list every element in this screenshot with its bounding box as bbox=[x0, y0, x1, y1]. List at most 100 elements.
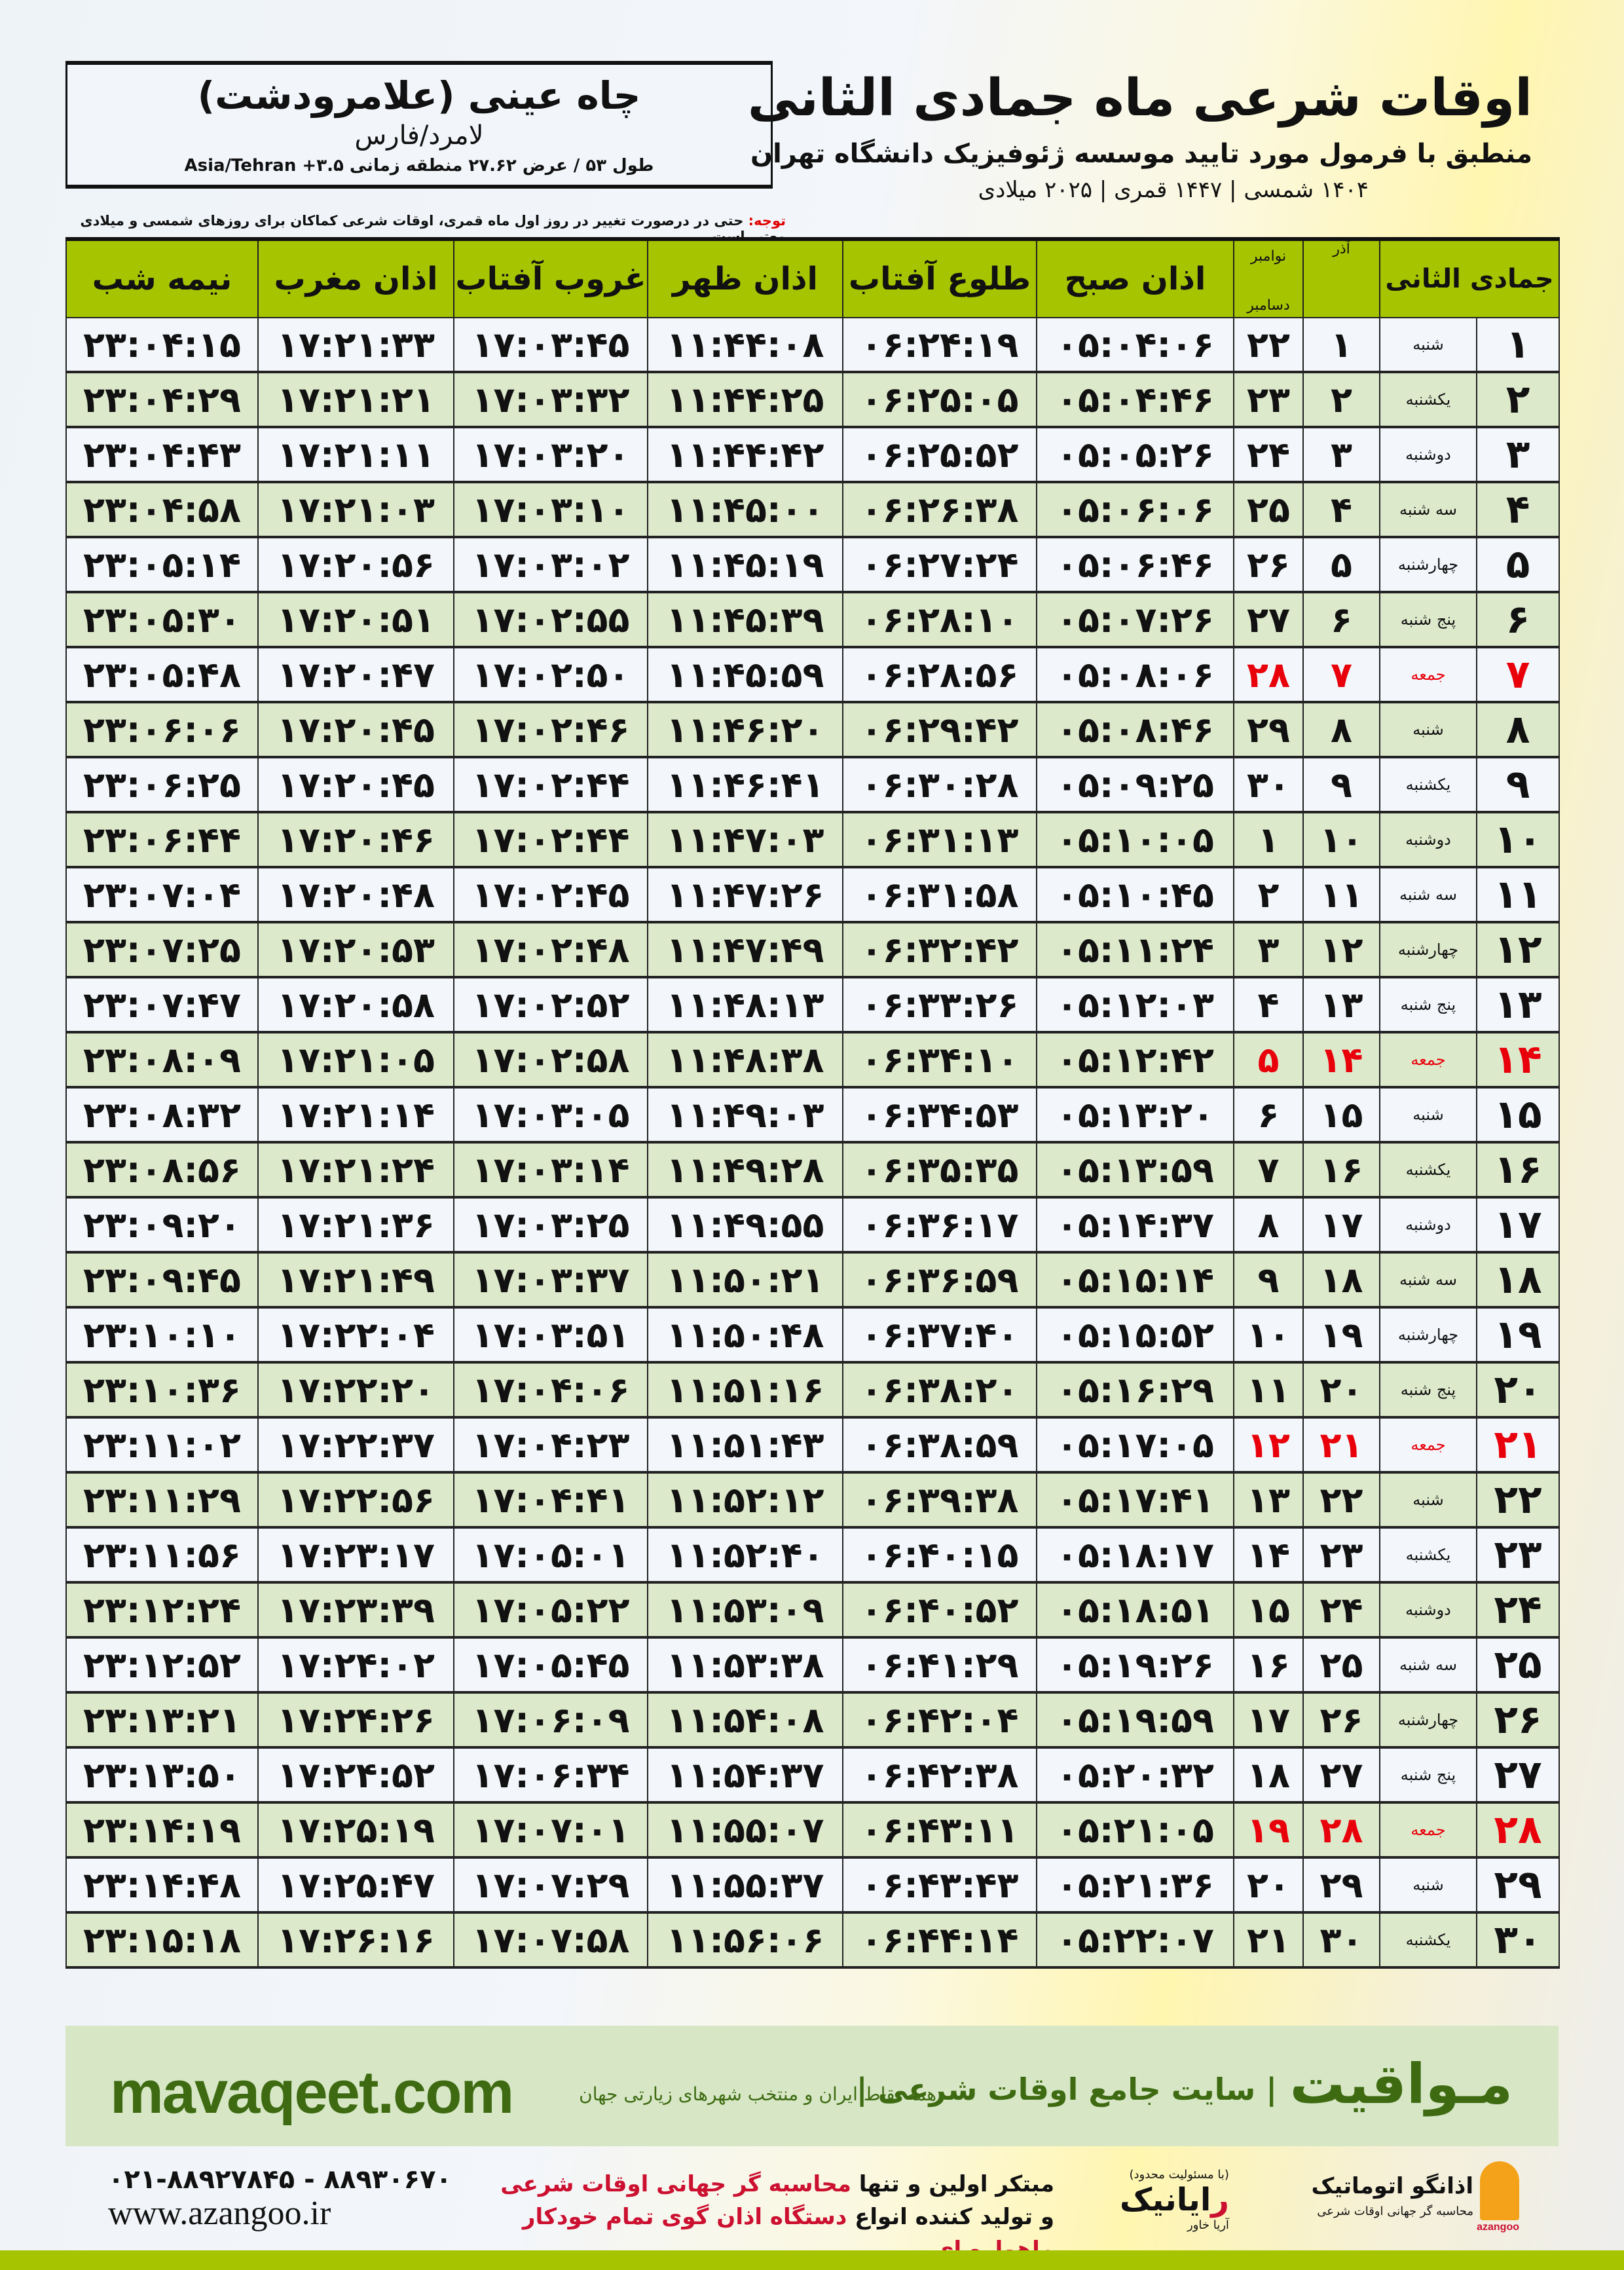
mavaqeet-url[interactable]: mavaqeet.com bbox=[110, 2059, 514, 2126]
cell-greg: ۱۵ bbox=[1233, 1582, 1304, 1639]
cell-sunset: ۱۷:۰۳:۴۵ bbox=[453, 317, 648, 373]
cell-weekday: دوشنبه bbox=[1379, 1582, 1477, 1639]
cell-azar: ۴ bbox=[1302, 481, 1380, 538]
cell-dhuhr: ۱۱:۴۹:۰۳ bbox=[647, 1087, 843, 1144]
cell-dhuhr: ۱۱:۴۸:۱۳ bbox=[647, 977, 843, 1033]
cell-fajr: ۰۵:۱۹:۵۹ bbox=[1036, 1692, 1234, 1749]
cell-day: ۷ bbox=[1476, 646, 1560, 703]
cell-greg: ۹ bbox=[1233, 1252, 1304, 1309]
cell-dhuhr: ۱۱:۴۷:۲۶ bbox=[647, 866, 843, 923]
cell-fajr: ۰۵:۰۸:۴۶ bbox=[1036, 701, 1234, 758]
table-row: ۳۰ یکشنبه ۳۰ ۲۱ ۰۵:۲۲:۰۷ ۰۶:۴۴:۱۴ ۱۱:۵۶:۰۶ ۱۷:۰… bbox=[65, 1912, 1560, 1969]
cell-azar: ۵ bbox=[1302, 536, 1380, 593]
cell-greg: ۱۸ bbox=[1233, 1747, 1304, 1804]
cell-dhuhr: ۱۱:۴۷:۰۳ bbox=[647, 811, 843, 868]
cell-azar: ۲۹ bbox=[1302, 1857, 1380, 1914]
cell-sunset: ۱۷:۰۶:۰۹ bbox=[453, 1692, 648, 1749]
cell-azar: ۲۶ bbox=[1302, 1692, 1380, 1749]
cell-day: ۲۴ bbox=[1476, 1582, 1560, 1639]
cell-sunset: ۱۷:۰۲:۴۴ bbox=[453, 756, 648, 813]
cell-midnight: ۲۳:۰۸:۰۹ bbox=[65, 1032, 259, 1088]
cell-greg: ۲۷ bbox=[1233, 591, 1304, 648]
cell-sunrise: ۰۶:۳۸:۵۹ bbox=[842, 1417, 1037, 1474]
cell-azar: ۷ bbox=[1302, 646, 1380, 703]
cell-fajr: ۰۵:۰۵:۲۶ bbox=[1036, 426, 1234, 483]
cell-weekday: پنج شنبه bbox=[1379, 977, 1477, 1033]
cell-dhuhr: ۱۱:۵۳:۳۸ bbox=[647, 1637, 843, 1694]
mavaqeet-banner: mavaqeet.com همه نقاط ایران و منتخب شهره… bbox=[65, 2026, 1559, 2146]
col-header-sunset: غروب آفتاب bbox=[453, 237, 648, 318]
cell-sunrise: ۰۶:۳۶:۵۹ bbox=[842, 1252, 1037, 1309]
cell-maghrib: ۱۷:۲۰:۴۸ bbox=[257, 866, 454, 923]
cell-weekday: یکشنبه bbox=[1379, 1912, 1477, 1969]
rayanik-rest: ایانیک bbox=[1120, 2182, 1211, 2218]
cell-sunrise: ۰۶:۳۵:۳۵ bbox=[842, 1142, 1037, 1199]
cell-day: ۱۴ bbox=[1476, 1032, 1560, 1088]
table-header: جمادی الثانی آذر نوامبر دسامبر اذان صبح ط… bbox=[65, 237, 1560, 318]
cell-midnight: ۲۳:۱۲:۲۴ bbox=[65, 1582, 259, 1639]
cell-sunrise: ۰۶:۴۴:۱۴ bbox=[842, 1912, 1037, 1969]
cell-azar: ۱ bbox=[1302, 317, 1380, 373]
cell-dhuhr: ۱۱:۴۶:۴۱ bbox=[647, 756, 843, 813]
cell-sunset: ۱۷:۰۳:۱۰ bbox=[453, 481, 648, 538]
cell-sunrise: ۰۶:۲۷:۲۴ bbox=[842, 536, 1037, 593]
cell-dhuhr: ۱۱:۴۸:۳۸ bbox=[647, 1032, 843, 1088]
cell-sunrise: ۰۶:۲۶:۳۸ bbox=[842, 481, 1037, 538]
cell-greg: ۱۱ bbox=[1233, 1362, 1304, 1419]
cell-sunset: ۱۷:۰۲:۵۰ bbox=[453, 646, 648, 703]
col-header-maghrib: اذان مغرب bbox=[257, 237, 454, 318]
cell-greg: ۱۴ bbox=[1233, 1527, 1304, 1584]
cell-fajr: ۰۵:۰۶:۴۶ bbox=[1036, 536, 1234, 593]
cell-greg: ۲۵ bbox=[1233, 481, 1304, 538]
cell-greg: ۱۹ bbox=[1233, 1802, 1304, 1859]
cell-sunset: ۱۷:۰۴:۴۱ bbox=[453, 1472, 648, 1529]
cell-midnight: ۲۳:۱۴:۴۸ bbox=[65, 1857, 259, 1914]
azangoo-latin: azangoo bbox=[1477, 2222, 1519, 2233]
col-header-november: نوامبر bbox=[1250, 248, 1287, 265]
cell-sunrise: ۰۶:۳۴:۵۳ bbox=[842, 1087, 1037, 1144]
cell-azar: ۲ bbox=[1302, 371, 1380, 428]
cell-greg: ۲ bbox=[1233, 866, 1304, 923]
table-row: ۷ جمعه ۷ ۲۸ ۰۵:۰۸:۰۶ ۰۶:۲۸:۵۶ ۱۱:۴۵:۵۹ ۱۷:۰۲:۵۰… bbox=[65, 646, 1560, 703]
cell-azar: ۱۵ bbox=[1302, 1087, 1380, 1144]
cell-maghrib: ۱۷:۲۴:۲۶ bbox=[257, 1692, 454, 1749]
cell-midnight: ۲۳:۱۵:۱۸ bbox=[65, 1912, 259, 1969]
cell-maghrib: ۱۷:۲۴:۵۲ bbox=[257, 1747, 454, 1804]
cell-fajr: ۰۵:۱۳:۵۹ bbox=[1036, 1142, 1234, 1199]
cell-greg: ۶ bbox=[1233, 1087, 1304, 1144]
table-row: ۱۷ دوشنبه ۱۷ ۸ ۰۵:۱۴:۳۷ ۰۶:۳۶:۱۷ ۱۱:۴۹:۵۵ ۱۷:۰۳… bbox=[65, 1197, 1560, 1254]
cell-sunset: ۱۷:۰۳:۱۴ bbox=[453, 1142, 648, 1199]
cell-sunrise: ۰۶:۴۲:۰۴ bbox=[842, 1692, 1037, 1749]
cell-dhuhr: ۱۱:۴۵:۱۹ bbox=[647, 536, 843, 593]
cell-day: ۸ bbox=[1476, 701, 1560, 758]
cell-dhuhr: ۱۱:۵۲:۱۲ bbox=[647, 1472, 843, 1529]
cell-midnight: ۲۳:۰۸:۵۶ bbox=[65, 1142, 259, 1199]
cell-midnight: ۲۳:۱۳:۵۰ bbox=[65, 1747, 259, 1804]
cell-maghrib: ۱۷:۲۰:۵۸ bbox=[257, 977, 454, 1033]
cell-fajr: ۰۵:۰۷:۲۶ bbox=[1036, 591, 1234, 648]
col-header-dhuhr: اذان ظهر bbox=[647, 237, 843, 318]
table-row: ۵ چهارشنبه ۵ ۲۶ ۰۵:۰۶:۴۶ ۰۶:۲۷:۲۴ ۱۱:۴۵:۱۹ ۱۷:۰… bbox=[65, 536, 1560, 593]
cell-maghrib: ۱۷:۲۰:۴۷ bbox=[257, 646, 454, 703]
cell-maghrib: ۱۷:۲۳:۱۷ bbox=[257, 1527, 454, 1584]
cell-midnight: ۲۳:۰۹:۴۵ bbox=[65, 1252, 259, 1309]
cell-maghrib: ۱۷:۲۴:۰۲ bbox=[257, 1637, 454, 1694]
cell-maghrib: ۱۷:۲۰:۴۶ bbox=[257, 811, 454, 868]
cell-day: ۲ bbox=[1476, 371, 1560, 428]
cell-fajr: ۰۵:۲۰:۳۲ bbox=[1036, 1747, 1234, 1804]
cell-dhuhr: ۱۱:۴۵:۵۹ bbox=[647, 646, 843, 703]
cell-maghrib: ۱۷:۲۵:۱۹ bbox=[257, 1802, 454, 1859]
table-row: ۶ پنج شنبه ۶ ۲۷ ۰۵:۰۷:۲۶ ۰۶:۲۸:۱۰ ۱۱:۴۵:۳۹ ۱۷:۰… bbox=[65, 591, 1560, 648]
cell-sunset: ۱۷:۰۳:۵۱ bbox=[453, 1307, 648, 1364]
footer-website[interactable]: www.azangoo.ir bbox=[108, 2195, 331, 2232]
minaret-icon bbox=[1480, 2161, 1519, 2220]
cell-midnight: ۲۳:۱۱:۰۲ bbox=[65, 1417, 259, 1474]
cell-sunrise: ۰۶:۳۹:۳۸ bbox=[842, 1472, 1037, 1529]
cell-midnight: ۲۳:۱۱:۲۹ bbox=[65, 1472, 259, 1529]
cell-midnight: ۲۳:۰۶:۰۶ bbox=[65, 701, 259, 758]
cell-midnight: ۲۳:۰۴:۱۵ bbox=[65, 317, 259, 373]
table-row: ۹ یکشنبه ۹ ۳۰ ۰۵:۰۹:۲۵ ۰۶:۳۰:۲۸ ۱۱:۴۶:۴۱ ۱۷:۰۲:… bbox=[65, 756, 1560, 813]
cell-midnight: ۲۳:۱۲:۵۲ bbox=[65, 1637, 259, 1694]
cell-weekday: چهارشنبه bbox=[1379, 1692, 1477, 1749]
cell-midnight: ۲۳:۰۷:۴۷ bbox=[65, 977, 259, 1033]
